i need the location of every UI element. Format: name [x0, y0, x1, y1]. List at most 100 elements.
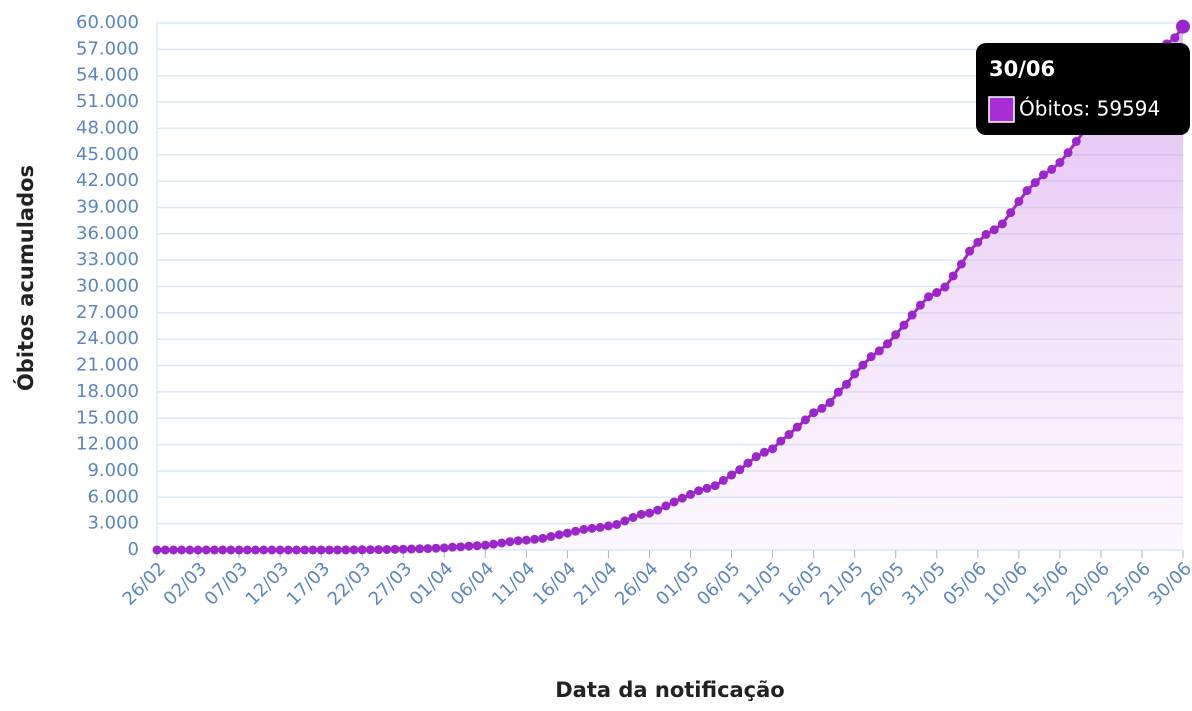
point — [505, 537, 515, 547]
point — [1022, 186, 1032, 196]
point — [841, 379, 851, 389]
y-tick-label: 45.000 — [76, 144, 139, 165]
x-tick-label: 21/04 — [570, 558, 622, 610]
point — [341, 545, 351, 555]
tooltip-text: Óbitos: 59594 — [1019, 97, 1160, 121]
x-tick-label: 25/06 — [1104, 558, 1156, 610]
point — [965, 246, 975, 256]
point — [661, 501, 671, 511]
y-tick-label: 36.000 — [76, 223, 139, 244]
point — [809, 408, 819, 418]
point — [702, 483, 712, 493]
point — [250, 545, 260, 555]
point — [1170, 33, 1180, 43]
point — [423, 544, 433, 554]
point — [283, 545, 293, 555]
point — [390, 544, 400, 554]
point — [628, 512, 638, 522]
y-tick-label: 60.000 — [76, 12, 139, 33]
point — [497, 538, 507, 548]
point — [439, 543, 449, 553]
point — [300, 545, 310, 555]
point — [759, 447, 769, 457]
point — [234, 545, 244, 555]
y-tick-label: 48.000 — [76, 117, 139, 138]
point — [267, 545, 277, 555]
point — [817, 403, 827, 413]
x-tick-label: 10/06 — [980, 558, 1032, 610]
point — [374, 545, 384, 555]
point — [292, 545, 302, 555]
point — [981, 229, 991, 239]
tooltip-box — [976, 43, 1190, 135]
point — [874, 346, 884, 356]
y-tick-label: 39.000 — [76, 196, 139, 217]
point — [727, 470, 737, 480]
point — [907, 310, 917, 320]
point — [735, 465, 745, 475]
y-tick-label: 51.000 — [76, 91, 139, 112]
point — [1014, 196, 1024, 206]
point — [850, 369, 860, 379]
point — [792, 422, 802, 432]
point — [686, 489, 696, 499]
point — [710, 481, 720, 491]
y-tick-label: 18.000 — [76, 381, 139, 402]
point — [406, 544, 416, 554]
x-tick-label: 05/06 — [939, 558, 991, 610]
point — [587, 523, 597, 533]
x-tick-label: 26/05 — [857, 558, 909, 610]
point — [1047, 164, 1057, 174]
point — [201, 545, 211, 555]
point — [644, 508, 654, 518]
point — [1071, 136, 1081, 146]
y-tick-label: 33.000 — [76, 249, 139, 270]
x-tick-label: 21/05 — [816, 558, 868, 610]
point — [398, 544, 408, 554]
point — [1030, 178, 1040, 188]
point — [932, 288, 942, 298]
point — [776, 436, 786, 446]
point — [1055, 157, 1065, 167]
point — [718, 475, 728, 485]
x-axis-title: Data da notificação — [555, 678, 784, 702]
point — [940, 282, 950, 292]
point — [546, 532, 556, 542]
x-tick-label: 26/04 — [611, 558, 663, 610]
point — [620, 516, 630, 526]
point — [694, 486, 704, 496]
x-tick-label: 20/06 — [1062, 558, 1114, 610]
point — [800, 415, 810, 425]
x-tick-label: 30/06 — [1145, 558, 1192, 610]
x-tick-label: 06/05 — [693, 558, 745, 610]
point — [743, 458, 753, 468]
x-tick-label: 01/04 — [406, 558, 458, 610]
point — [595, 522, 605, 532]
point — [365, 545, 375, 555]
y-tick-label: 54.000 — [76, 65, 139, 86]
point — [357, 545, 367, 555]
point — [554, 530, 564, 540]
y-tick-label: 15.000 — [76, 407, 139, 428]
tooltip-title: 30/06 — [989, 57, 1055, 81]
point — [612, 519, 622, 529]
x-tick-label: 07/03 — [201, 558, 253, 610]
x-tick-label: 15/06 — [1021, 558, 1073, 610]
point — [415, 544, 425, 554]
point — [571, 526, 581, 536]
x-tick-label: 12/03 — [242, 558, 294, 610]
x-tick-label: 16/04 — [529, 558, 581, 610]
point — [997, 219, 1007, 229]
x-tick-label: 11/05 — [734, 558, 786, 610]
y-tick-label: 24.000 — [76, 328, 139, 349]
point — [538, 533, 548, 543]
point — [160, 545, 170, 555]
point — [1176, 19, 1190, 34]
x-tick-label: 31/05 — [898, 558, 950, 610]
y-tick-label: 0 — [128, 539, 139, 560]
x-tick-label: 26/02 — [119, 558, 171, 610]
point — [308, 545, 318, 555]
x-tick-label: 27/03 — [365, 558, 417, 610]
point — [579, 524, 589, 534]
